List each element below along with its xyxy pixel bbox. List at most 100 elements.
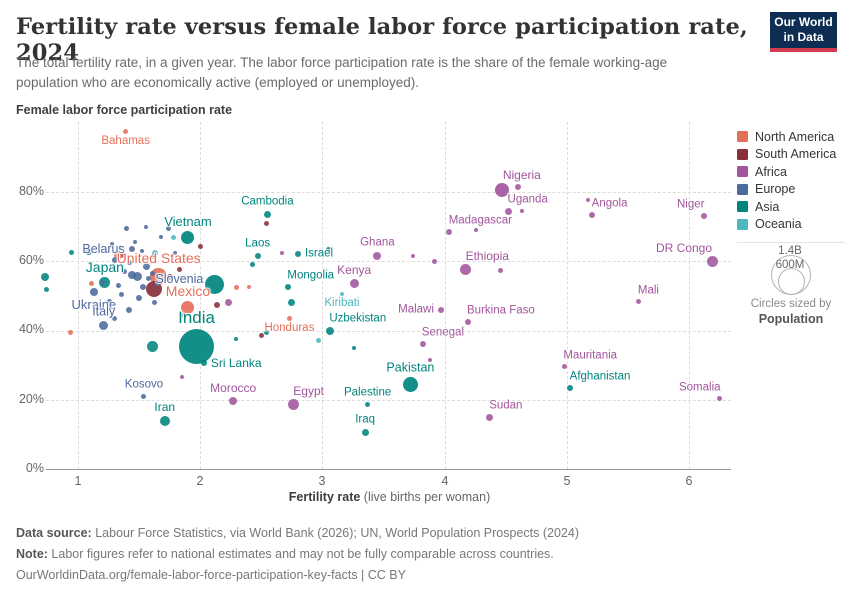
data-point[interactable]: [432, 259, 438, 265]
data-point-egypt[interactable]: [287, 399, 299, 411]
data-point-iraq[interactable]: [361, 429, 369, 437]
data-point-pakistan[interactable]: [402, 376, 418, 392]
data-point[interactable]: [474, 227, 479, 232]
data-point[interactable]: [258, 332, 264, 338]
data-point[interactable]: [150, 270, 156, 276]
data-point[interactable]: [88, 280, 94, 286]
data-point[interactable]: [280, 250, 285, 255]
data-point-senegal[interactable]: [419, 341, 426, 348]
data-point[interactable]: [316, 338, 322, 344]
data-point[interactable]: [585, 197, 590, 202]
data-point[interactable]: [179, 312, 184, 317]
data-point-ethiopia[interactable]: [459, 264, 471, 276]
data-point[interactable]: [144, 224, 149, 229]
data-point[interactable]: [197, 243, 203, 249]
data-point[interactable]: [43, 287, 49, 293]
data-point-mexico[interactable]: [181, 301, 195, 315]
data-point[interactable]: [139, 284, 146, 291]
data-point[interactable]: [111, 256, 118, 263]
data-point-niger[interactable]: [700, 213, 707, 220]
data-point[interactable]: [263, 220, 269, 226]
legend-item-north-america[interactable]: North America: [737, 128, 836, 146]
data-point[interactable]: [142, 262, 150, 270]
data-point[interactable]: [288, 299, 296, 307]
data-point[interactable]: [119, 291, 125, 297]
data-point-somalia[interactable]: [717, 395, 723, 401]
data-point-sri-lanka[interactable]: [200, 360, 207, 367]
data-point[interactable]: [136, 294, 143, 301]
data-point[interactable]: [151, 253, 157, 259]
data-point[interactable]: [166, 273, 173, 280]
data-point-slovenia[interactable]: [146, 276, 152, 282]
legend-item-oceania[interactable]: Oceania: [737, 216, 836, 234]
data-point[interactable]: [87, 248, 93, 254]
data-point[interactable]: [114, 252, 123, 261]
data-point-angola[interactable]: [589, 211, 596, 218]
data-point[interactable]: [214, 301, 221, 308]
data-point[interactable]: [170, 234, 176, 240]
data-point-israel[interactable]: [294, 251, 301, 258]
data-point-mali[interactable]: [636, 298, 642, 304]
data-point[interactable]: [41, 272, 49, 281]
data-point[interactable]: [250, 262, 256, 268]
data-point[interactable]: [139, 248, 144, 253]
data-point-afghanistan[interactable]: [567, 384, 574, 391]
data-point-ghana[interactable]: [373, 252, 382, 261]
data-point-honduras[interactable]: [286, 315, 292, 321]
legend-item-south-america[interactable]: South America: [737, 146, 836, 164]
data-point[interactable]: [205, 275, 225, 295]
data-point[interactable]: [152, 300, 158, 306]
data-point-morocco[interactable]: [229, 397, 238, 406]
citation-link[interactable]: OurWorldinData.org/female-labor-force-pa…: [16, 568, 406, 582]
data-point-mongolia[interactable]: [285, 284, 292, 291]
data-point-ukraine[interactable]: [89, 288, 98, 297]
data-point[interactable]: [233, 337, 238, 342]
data-point-belarus[interactable]: [128, 246, 135, 253]
data-point[interactable]: [427, 357, 432, 362]
data-point[interactable]: [410, 253, 415, 258]
data-point[interactable]: [120, 252, 126, 258]
data-point[interactable]: [133, 240, 138, 245]
data-point[interactable]: [68, 330, 74, 336]
data-point[interactable]: [179, 375, 184, 380]
data-point-mauritania[interactable]: [561, 364, 567, 370]
data-point-burkina-faso[interactable]: [464, 318, 471, 325]
data-point-vietnam[interactable]: [181, 230, 195, 244]
data-point-iran[interactable]: [159, 415, 170, 426]
data-point[interactable]: [172, 250, 177, 255]
data-point[interactable]: [352, 345, 357, 350]
data-point-nigeria[interactable]: [495, 183, 510, 198]
data-point[interactable]: [263, 329, 269, 335]
data-point[interactable]: [151, 249, 158, 256]
data-point[interactable]: [154, 281, 160, 287]
data-point[interactable]: [165, 225, 171, 231]
owid-logo[interactable]: Our World in Data: [770, 12, 837, 52]
data-point[interactable]: [498, 268, 504, 274]
data-point[interactable]: [121, 269, 127, 275]
data-point-cambodia[interactable]: [263, 211, 271, 218]
data-point[interactable]: [99, 279, 105, 285]
data-point-bahamas[interactable]: [123, 128, 129, 134]
data-point[interactable]: [514, 184, 521, 191]
legend-item-europe[interactable]: Europe: [737, 181, 836, 199]
data-point[interactable]: [234, 284, 240, 290]
data-point-kiribati[interactable]: [339, 292, 344, 297]
data-point[interactable]: [326, 246, 331, 252]
data-point[interactable]: [176, 267, 182, 273]
data-point[interactable]: [69, 250, 75, 256]
data-point-madagascar[interactable]: [446, 228, 453, 235]
data-point[interactable]: [112, 315, 118, 321]
data-point[interactable]: [127, 271, 136, 280]
legend-item-asia[interactable]: Asia: [737, 198, 836, 216]
legend-item-africa[interactable]: Africa: [737, 163, 836, 181]
data-point-malawi[interactable]: [437, 306, 444, 313]
data-point[interactable]: [159, 235, 164, 239]
data-point[interactable]: [115, 282, 121, 288]
data-point-uganda[interactable]: [504, 207, 512, 215]
data-point[interactable]: [519, 209, 524, 214]
data-point[interactable]: [247, 285, 252, 290]
data-point-palestine[interactable]: [365, 402, 371, 408]
data-point[interactable]: [224, 299, 232, 307]
data-point[interactable]: [126, 260, 132, 266]
data-point-italy[interactable]: [99, 320, 109, 330]
